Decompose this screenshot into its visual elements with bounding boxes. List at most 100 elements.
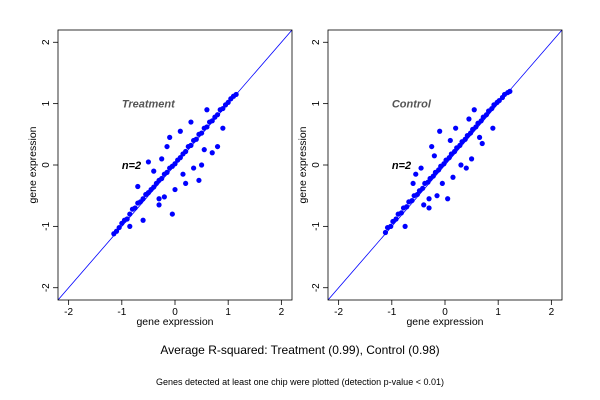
panel-1-point-27 [183, 148, 189, 155]
panel-1-ytick-label: -1 [41, 221, 52, 230]
panel-1-ytick-label: 2 [41, 39, 52, 45]
panel-1-point-47 [156, 202, 162, 208]
panel-1-ytick-label: 0 [41, 162, 52, 168]
panel-1-point-60 [183, 180, 189, 187]
panel-2-point-64 [402, 223, 408, 229]
panel-1-point-55 [198, 162, 205, 168]
panel-2-point-53 [413, 171, 419, 177]
panel-1-point-51 [169, 211, 175, 217]
panel-1-point-31 [193, 136, 199, 142]
footnote-caption: Genes detected at least one chip were pl… [156, 377, 444, 387]
panel-1-xlabel: gene expression [136, 316, 213, 328]
panel-2-point-59 [434, 193, 440, 199]
panel-2-n-annotation: n=2 [392, 160, 411, 172]
panel-1-point-37 [209, 118, 215, 124]
panel-1-point-63 [172, 186, 178, 193]
panel-2-point-70 [439, 180, 445, 187]
panel-2-point-60 [450, 174, 456, 180]
panel-1: -2 -1 0 1 2 -2 -1 0 1 2 gene expression gene expres… [27, 29, 293, 328]
panel-1-point-2 [116, 224, 122, 231]
panel-1-point-54 [191, 165, 197, 171]
panel-2-identity-line [328, 30, 562, 300]
panel-2-point-50 [468, 156, 475, 162]
panel-2-point-48 [429, 143, 435, 150]
panel-1-point-62 [204, 107, 210, 113]
panel-1-point-5 [124, 216, 130, 222]
panel-1-ytick-label: -2 [41, 283, 52, 292]
panel-2-point-63 [490, 125, 496, 131]
panel-2-point-65 [458, 162, 464, 168]
main-caption: Average R-squared: Treatment (0.99), Con… [160, 343, 440, 357]
panel-2-point-61 [410, 180, 416, 187]
panel-1-xtick-label: -1 [117, 307, 126, 318]
panel-1-n-annotation: n=2 [122, 160, 141, 172]
panel-2-panel-label: Control [392, 99, 432, 111]
panel-1-point-25 [177, 155, 183, 161]
panel-1-point-50 [177, 128, 183, 134]
panel-1-point-20 [164, 169, 170, 175]
panel-1-point-65 [188, 119, 194, 125]
panel-2-point-71 [476, 134, 483, 140]
panel-1-point-41 [220, 105, 226, 112]
panel-1-xtick-label: -2 [64, 307, 73, 318]
panel-1-point-67 [220, 125, 226, 131]
panel-1-point-23 [172, 161, 178, 167]
panel-1-point-56 [196, 177, 202, 183]
panel-2-ylabel: gene expression [297, 126, 309, 203]
panel-1-point-64 [151, 168, 157, 174]
panel-1-point-70 [159, 156, 165, 162]
panel-1-point-58 [214, 143, 221, 150]
panel-1-point-35 [204, 124, 210, 130]
panel-1-point-69 [180, 171, 186, 177]
panel-1-point-52 [156, 196, 162, 202]
panel-1-point-6 [127, 211, 133, 217]
panel-2-point-47 [507, 88, 513, 94]
panel-1-point-8 [132, 205, 138, 211]
panel-2-point-62 [471, 107, 477, 113]
panel-2-point-2 [388, 223, 394, 229]
panel-1-panel-label: Treatment [122, 99, 176, 111]
panel-1-xtick-label: 1 [225, 307, 231, 318]
panel-2-point-69 [447, 137, 453, 144]
panel-1-xtick-label: 0 [172, 307, 178, 318]
panel-2-xtick-label: 2 [549, 307, 555, 318]
panel-1-point-43 [225, 99, 231, 106]
panel-1-point-68 [127, 223, 133, 229]
panel-2-ytick-label: -1 [311, 221, 322, 230]
panel-2-xtick-label: 0 [442, 307, 448, 318]
panel-1-point-66 [140, 217, 146, 223]
panel-2-point-54 [426, 196, 432, 202]
panel-2-point-58 [479, 140, 485, 147]
panel-1-point-71 [201, 147, 207, 153]
panel-1-point-53 [161, 194, 167, 200]
panel-1-point-29 [188, 142, 194, 148]
panel-2-xlabel: gene expression [406, 316, 483, 328]
panel-2-ytick-label: 1 [311, 100, 322, 106]
panel-2-ytick-label: -2 [311, 283, 322, 292]
panel-1-ylabel: gene expression [27, 126, 39, 203]
panel-1-point-48 [209, 150, 215, 156]
panel-1-point-57 [167, 134, 173, 140]
panel-1-point-18 [159, 175, 165, 182]
panel-2-ytick-label: 0 [311, 162, 322, 168]
panel-2-ytick-label: 2 [311, 39, 322, 45]
panel-2-point-66 [431, 153, 437, 159]
panel-2: -2 -1 0 1 2 -2 -1 0 1 2 gene expression gene expres… [297, 29, 563, 328]
panel-2-points [382, 88, 513, 236]
panel-1-point-11 [140, 196, 146, 202]
panel-2-xtick-label: -1 [387, 307, 396, 318]
panel-2-point-51 [437, 128, 443, 134]
panel-2-xtick-label: 1 [495, 307, 501, 318]
panel-2-point-0 [382, 229, 389, 236]
panel-2-point-52 [463, 165, 469, 171]
panel-1-points [111, 91, 239, 237]
panel-2-xtick-label: -2 [334, 307, 343, 318]
panel-1-point-61 [164, 143, 170, 150]
panel-1-identity-line [58, 30, 292, 300]
panel-2-point-68 [418, 165, 424, 171]
panel-2-point-49 [426, 205, 432, 211]
panel-1-point-33 [198, 130, 205, 136]
panel-1-ytick-label: 1 [41, 100, 52, 106]
panel-2-point-55 [445, 196, 451, 202]
